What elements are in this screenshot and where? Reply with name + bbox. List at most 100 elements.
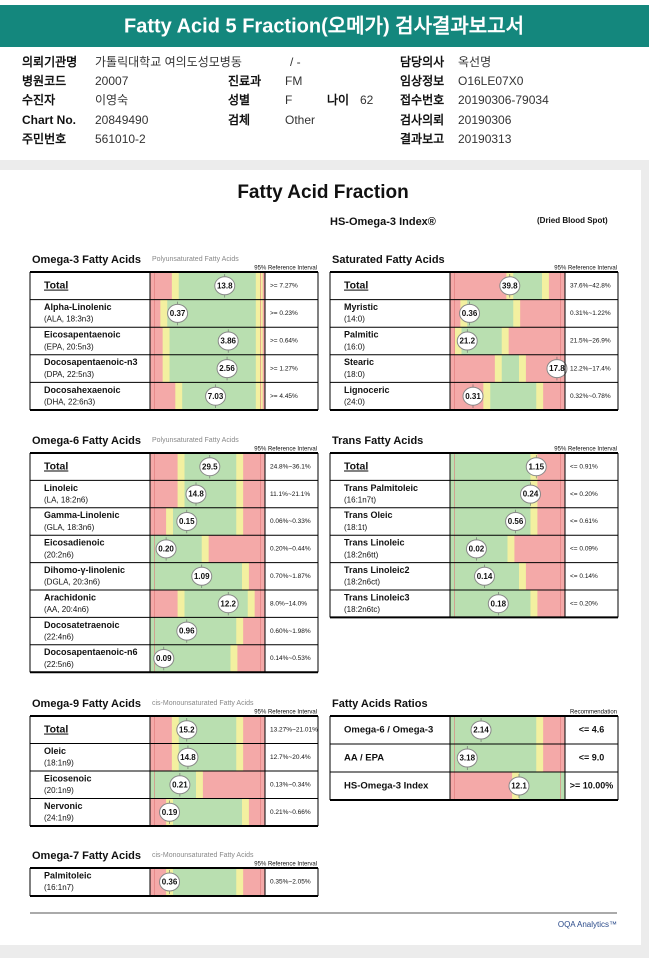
gauge-green xyxy=(169,354,256,383)
info-value: Other xyxy=(285,113,315,127)
row-ref: 0.35%~2.05% xyxy=(270,879,311,886)
ref-header: 95% Reference Interval xyxy=(554,266,617,272)
marker-value: 0.96 xyxy=(179,627,195,636)
row-name: Linoleic xyxy=(44,483,78,493)
row-ref: >= 0.64% xyxy=(270,338,298,345)
row-sub: (18:2n6tc) xyxy=(344,605,380,614)
ref-header: 95% Reference Interval xyxy=(254,862,317,868)
info-value: 62 xyxy=(360,93,374,107)
row-sub: (EPA, 20:5n3) xyxy=(44,342,94,351)
row-ref: 0.13%~0.34% xyxy=(270,781,311,788)
marker-value: 0.19 xyxy=(162,808,178,817)
info-label: 담당의사 xyxy=(400,54,444,69)
panel-title: Trans Fatty Acids xyxy=(332,435,423,447)
row-sub: (18:2n6tt) xyxy=(344,550,379,559)
panel-title: Saturated Fatty Acids xyxy=(332,254,445,266)
marker-value: 12.2 xyxy=(220,599,236,608)
row-sub: (16:1n7) xyxy=(44,883,74,892)
row-name-total: Total xyxy=(344,460,368,472)
gauge-green xyxy=(501,354,519,383)
marker xyxy=(155,539,177,559)
info-value: 옥선명 xyxy=(458,55,491,69)
marker-value: 17.8 xyxy=(549,364,565,373)
row-sub: (22:4n6) xyxy=(44,633,74,642)
info-value: 20190313 xyxy=(458,132,512,146)
marker xyxy=(214,276,236,296)
marker-value: 7.03 xyxy=(208,392,224,401)
marker-value: 0.15 xyxy=(179,517,195,526)
marker-value: 2.56 xyxy=(219,364,235,373)
row-ref: 0.60%~1.98% xyxy=(270,628,311,635)
marker-value: 0.37 xyxy=(170,309,186,318)
panel-title: Fatty Acids Ratios xyxy=(332,698,428,710)
row-ref: <= 0.91% xyxy=(570,463,598,470)
marker-value: 12.1 xyxy=(511,782,527,791)
row-sub: (LA, 18:2n6) xyxy=(44,496,88,505)
marker-value: 0.56 xyxy=(508,517,524,526)
row-sub: (DHA, 22:6n3) xyxy=(44,398,95,407)
info-label: 성별 xyxy=(228,92,250,107)
row-name-total: Total xyxy=(44,280,68,292)
marker xyxy=(159,872,181,892)
row-sub: (18:2n6ct) xyxy=(344,578,380,587)
row-name: Dihomo-γ-linolenic xyxy=(44,565,125,575)
marker-value: 29.5 xyxy=(202,462,218,471)
row-ref: 12.7%~20.4% xyxy=(270,754,311,761)
marker-value: 0.02 xyxy=(469,545,485,554)
row-ref: 0.20%~0.44% xyxy=(270,546,311,553)
gauge-green xyxy=(173,798,242,826)
info-label: 검체 xyxy=(228,112,250,127)
row-ref: >= 0.23% xyxy=(270,310,298,317)
marker xyxy=(177,747,199,767)
info-label: 진료과 xyxy=(228,73,261,88)
marker-value: 0.18 xyxy=(491,599,507,608)
marker-value: 14.8 xyxy=(188,490,204,499)
row-name: Trans Linoleic2 xyxy=(344,565,410,575)
info-label: 병원코드 xyxy=(22,73,66,88)
report-title: Fatty Acid Fraction xyxy=(237,182,408,203)
row-ref: 8.0%~14.0% xyxy=(270,600,307,607)
row-sub: (20:1n9) xyxy=(44,786,74,795)
row-sub: (18:0) xyxy=(344,370,365,379)
marker-value: 0.14 xyxy=(477,572,493,581)
row-name-total: Total xyxy=(44,724,68,736)
row-name-total: Total xyxy=(44,460,68,472)
info-extra: / - xyxy=(290,55,301,69)
row-sub: (16:0) xyxy=(344,342,365,351)
marker-value: 0.09 xyxy=(156,654,172,663)
row-ref: >= 7.27% xyxy=(270,283,298,290)
info-value: 20849490 xyxy=(95,113,149,127)
marker xyxy=(470,720,492,740)
marker-value: 0.20 xyxy=(158,545,174,554)
marker xyxy=(508,776,530,796)
row-sub: (24:0) xyxy=(344,398,365,407)
row-ref: 13.27%~21.01% xyxy=(270,726,318,733)
marker xyxy=(456,748,478,768)
info-label: 접수번호 xyxy=(400,92,444,107)
marker xyxy=(525,457,547,477)
info-label: 수진자 xyxy=(22,92,55,107)
marker-value: 0.36 xyxy=(162,878,178,887)
row-name: Palmitoleic xyxy=(44,870,92,880)
row-sub: (AA, 20:4n6) xyxy=(44,605,89,614)
marker xyxy=(169,775,191,795)
row-name: Trans Linoleic xyxy=(344,538,405,548)
header-title: Fatty Acid 5 Fraction(오메가) 검사결과보고서 xyxy=(124,14,524,37)
index-title: HS-Omega-3 Index® xyxy=(330,216,436,228)
marker xyxy=(499,276,521,296)
ref-header: 95% Reference Interval xyxy=(254,266,317,272)
info-label: 의뢰기관명 xyxy=(22,54,77,69)
row-ref: >= 4.45% xyxy=(270,393,298,400)
row-sub: (16:1n7t) xyxy=(344,496,376,505)
marker xyxy=(159,802,181,822)
marker xyxy=(199,457,221,477)
marker xyxy=(474,566,495,586)
marker-value: 14.8 xyxy=(180,753,196,762)
row-name: AA / EPA xyxy=(344,753,384,764)
ref-header: Recommendation xyxy=(570,710,617,716)
row-name: Arachidonic xyxy=(44,592,96,602)
row-ref: 0.70%~1.87% xyxy=(270,573,311,580)
marker xyxy=(456,331,478,351)
